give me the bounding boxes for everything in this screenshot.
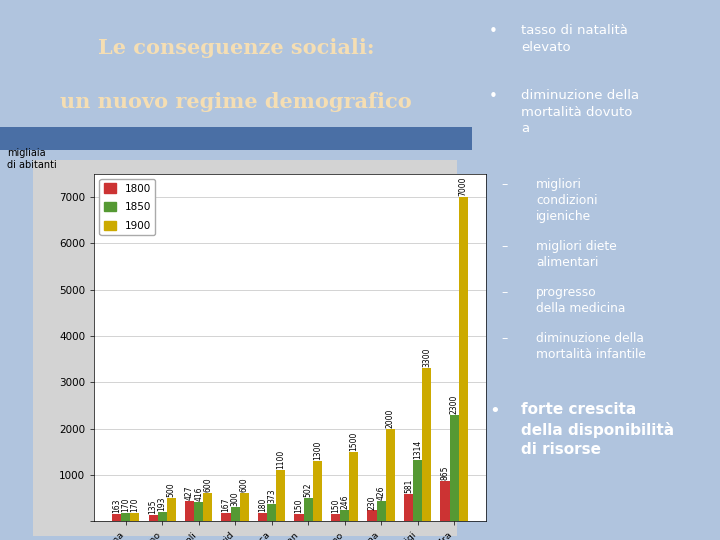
Text: 581: 581	[404, 479, 413, 494]
Text: •: •	[489, 402, 500, 420]
Bar	[459, 197, 468, 521]
Legend: 1800, 1850, 1900: 1800, 1850, 1900	[99, 179, 155, 235]
Bar	[349, 451, 359, 521]
Text: 246: 246	[340, 494, 349, 509]
Text: 163: 163	[112, 498, 121, 512]
Text: •: •	[489, 24, 498, 39]
Text: progresso
della medicina: progresso della medicina	[536, 286, 626, 315]
Text: 1100: 1100	[276, 450, 285, 469]
Bar	[331, 514, 340, 521]
Text: 135: 135	[148, 500, 158, 514]
Text: 1314: 1314	[413, 440, 422, 460]
Bar	[312, 461, 322, 521]
Bar	[258, 513, 267, 521]
Text: 2300: 2300	[450, 394, 459, 414]
Bar	[185, 501, 194, 521]
Text: –: –	[501, 332, 508, 345]
Text: 865: 865	[441, 465, 449, 480]
Text: diminuzione della
mortalità dovuto
a: diminuzione della mortalità dovuto a	[521, 89, 639, 135]
Text: 170: 170	[130, 498, 139, 512]
Text: 150: 150	[294, 499, 304, 513]
Text: migliori diete
alimentari: migliori diete alimentari	[536, 240, 617, 269]
Text: –: –	[501, 286, 508, 299]
Bar	[386, 429, 395, 521]
Text: migliori
condizioni
igieniche: migliori condizioni igieniche	[536, 178, 598, 223]
Bar	[167, 498, 176, 521]
Bar	[148, 515, 158, 521]
Bar	[230, 507, 240, 521]
Text: 7000: 7000	[459, 177, 468, 197]
Text: 416: 416	[194, 487, 203, 501]
Bar	[441, 481, 449, 521]
Text: 426: 426	[377, 486, 386, 501]
Text: 500: 500	[167, 482, 176, 497]
Text: 150: 150	[331, 499, 340, 513]
Bar	[222, 514, 230, 521]
Text: 1500: 1500	[349, 431, 359, 451]
Bar	[240, 494, 249, 521]
Text: Le conseguenze sociali:: Le conseguenze sociali:	[97, 38, 374, 58]
Text: –: –	[501, 240, 508, 253]
Text: 3300: 3300	[423, 348, 431, 368]
Text: 2000: 2000	[386, 408, 395, 428]
Text: 300: 300	[230, 491, 240, 507]
Text: un nuovo regime demografico: un nuovo regime demografico	[60, 91, 412, 112]
Text: 180: 180	[258, 497, 267, 512]
Text: forte crescita
della disponibilità
di risorse: forte crescita della disponibilità di ri…	[521, 402, 675, 457]
Text: 600: 600	[203, 478, 212, 492]
Bar	[340, 510, 349, 521]
Text: 230: 230	[367, 495, 377, 510]
Bar	[377, 502, 386, 521]
Text: •: •	[489, 89, 498, 104]
Bar	[304, 498, 312, 521]
Text: –: –	[501, 178, 508, 191]
Text: 167: 167	[222, 498, 230, 512]
Bar	[158, 512, 167, 521]
Bar	[0, 127, 472, 150]
Bar	[121, 513, 130, 521]
Bar	[294, 514, 304, 521]
Bar	[267, 504, 276, 521]
Text: 427: 427	[185, 486, 194, 501]
Text: 373: 373	[267, 488, 276, 503]
Text: diminuzione della
mortalità infantile: diminuzione della mortalità infantile	[536, 332, 646, 361]
Text: tasso di natalità
elevato: tasso di natalità elevato	[521, 24, 628, 54]
Bar	[203, 494, 212, 521]
Text: 170: 170	[121, 498, 130, 512]
Text: 193: 193	[158, 497, 167, 511]
Bar	[130, 513, 140, 521]
Text: 1300: 1300	[312, 441, 322, 460]
Bar	[413, 460, 422, 521]
Bar	[276, 470, 285, 521]
Text: 502: 502	[304, 482, 312, 497]
Text: 600: 600	[240, 478, 249, 492]
Bar	[112, 514, 121, 521]
Bar	[449, 415, 459, 521]
Bar	[194, 502, 203, 521]
Bar	[422, 368, 431, 521]
Bar	[367, 510, 377, 521]
Bar	[404, 494, 413, 521]
Text: migliaia
di abitanti: migliaia di abitanti	[7, 147, 57, 170]
